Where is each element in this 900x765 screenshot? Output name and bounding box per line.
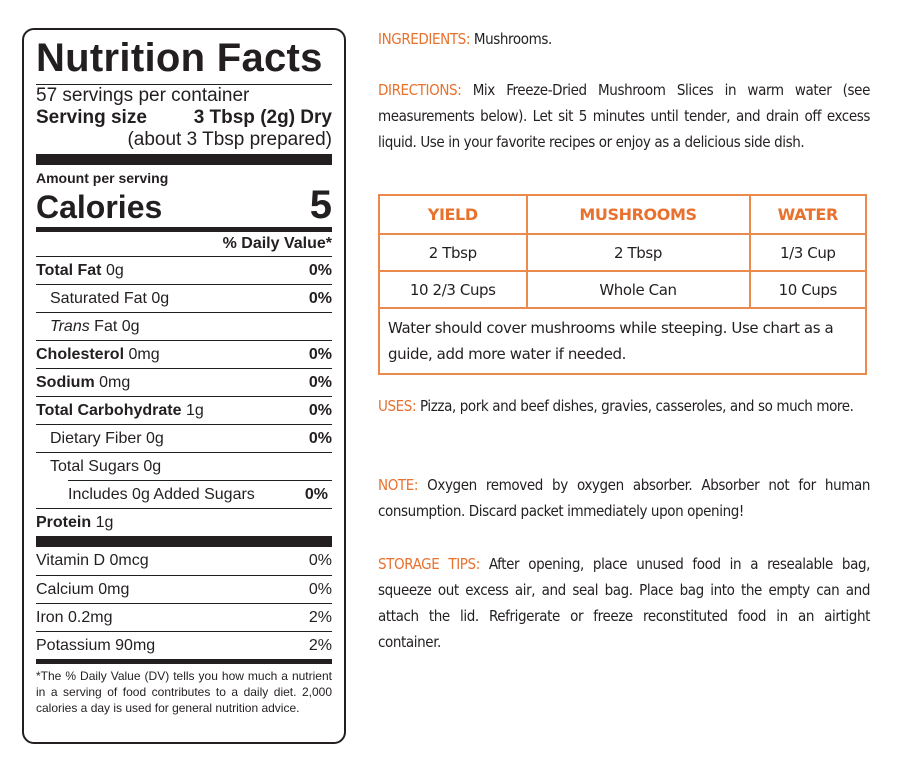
vitamin-label: Calcium 0mg (36, 581, 130, 598)
table-header-row: YIELD MUSHROOMS WATER (378, 194, 868, 235)
table-cell: 1/3 Cup (748, 233, 868, 272)
nutrient-dv: 0% (308, 402, 332, 419)
note-label: NOTE: (378, 476, 419, 494)
vitamin-row: Calcium 0mg 0% (36, 575, 332, 603)
nutrient-name: Total Fat (36, 262, 102, 279)
nutrient-name: Protein (36, 514, 92, 531)
ingredients-label: INGREDIENTS: (378, 30, 470, 48)
nutrient-amount: 0g (121, 318, 140, 335)
column-header-water: WATER (748, 194, 868, 235)
directions-section: DIRECTIONS: Mix Freeze-Dried Mushroom Sl… (378, 77, 870, 155)
nutrient-row-sodium: Sodium 0mg 0% (36, 368, 332, 396)
nutrient-dv: 0% (304, 486, 328, 503)
uses-text: Pizza, pork and beef dishes, gravies, ca… (416, 397, 854, 415)
daily-value-header: % Daily Value* (222, 235, 332, 252)
vitamin-dv: 2% (308, 609, 332, 626)
medium-divider (36, 227, 332, 232)
nutrient-row-saturated-fat: Saturated Fat 0g 0% (36, 284, 332, 312)
uses-section: USES: Pizza, pork and beef dishes, gravi… (378, 393, 870, 419)
nutrient-row-total-sugars: Total Sugars 0g (36, 452, 332, 480)
nutrient-row-dietary-fiber: Dietary Fiber 0g 0% (36, 424, 332, 452)
nutrition-facts-title: Nutrition Facts (36, 36, 323, 80)
storage-tips-text: After opening, place unused food in a re… (378, 555, 871, 651)
nutrient-name: Includes 0g Added Sugars (68, 486, 255, 503)
serving-size-label: Serving size (36, 107, 147, 128)
vitamin-row: Iron 0.2mg 2% (36, 603, 332, 631)
table-cell: 2 Tbsp (378, 233, 528, 272)
uses-label: USES: (378, 397, 417, 415)
storage-tips-label: STORAGE TIPS: (378, 555, 480, 573)
nutrient-name: Trans (50, 318, 90, 335)
note-text: Oxygen removed by oxygen absorber. Absor… (378, 476, 870, 520)
column-header-yield: YIELD (378, 194, 528, 235)
nutrient-dv: 0% (308, 262, 332, 279)
storage-tips-section: STORAGE TIPS: After opening, place unuse… (378, 551, 870, 655)
table-cell: 2 Tbsp (525, 233, 751, 272)
table-row: 10 2/3 Cups Whole Can 10 Cups (378, 270, 868, 309)
nutrient-row-total-fat: Total Fat 0g 0% (36, 256, 332, 284)
vitamin-label: Vitamin D 0mcg (36, 552, 149, 569)
vitamin-dv: 2% (308, 637, 332, 654)
vitamin-row: Potassium 90mg 2% (36, 631, 332, 659)
yield-table: YIELD MUSHROOMS WATER 2 Tbsp 2 Tbsp 1/3 … (378, 194, 868, 375)
nutrient-row-added-sugars: Includes 0g Added Sugars 0% (68, 480, 332, 508)
nutrient-name: Cholesterol (36, 346, 125, 363)
nutrient-row-protein: Protein 1g (36, 508, 332, 536)
serving-size: Serving size 3 Tbsp (2g) Dry (36, 107, 332, 129)
daily-value-footnote: *The % Daily Value (DV) tells you how mu… (36, 669, 332, 715)
table-cell: 10 Cups (748, 270, 868, 309)
table-row: 2 Tbsp 2 Tbsp 1/3 Cup (378, 233, 868, 272)
vitamins-list: Vitamin D 0mcg 0% Calcium 0mg 0% Iron 0.2m… (36, 547, 332, 659)
vitamin-label: Iron 0.2mg (36, 609, 113, 626)
nutrient-dv: 0% (308, 430, 332, 447)
nutrient-dv: 0% (308, 290, 332, 307)
nutrient-amount: 0mg (99, 374, 131, 391)
nutrient-row-cholesterol: Cholesterol 0mg 0% (36, 340, 332, 368)
nutrient-name: Total Carbohydrate (36, 402, 182, 419)
nutrient-dv: 0% (308, 374, 332, 391)
nutrient-amount: 0g (105, 262, 124, 279)
calories-value: 5 (309, 183, 332, 227)
nutrient-amount: 0g (146, 430, 164, 447)
vitamin-dv: 0% (308, 581, 332, 598)
nutrient-name: Sodium (36, 374, 95, 391)
medium-divider (36, 659, 332, 664)
serving-size-value: 3 Tbsp (2g) Dry (193, 107, 332, 128)
servings-per-container: 57 servings per container (36, 85, 250, 106)
nutrient-name: Dietary Fiber (50, 430, 142, 447)
amount-per-serving: Amount per serving (36, 170, 169, 186)
nutrient-amount: 1g (95, 514, 114, 531)
nutrient-amount: 1g (185, 402, 204, 419)
serving-prepared: (about 3 Tbsp prepared) (127, 129, 332, 150)
thick-divider (36, 154, 332, 165)
calories-row: Calories 5 (36, 183, 332, 227)
nutrient-amount: 0mg (128, 346, 160, 363)
nutrient-amount: 0g (143, 458, 162, 475)
vitamin-label: Potassium 90mg (36, 637, 156, 654)
vitamin-row: Vitamin D 0mcg 0% (36, 547, 332, 575)
ingredients-section: INGREDIENTS: Mushrooms. (378, 26, 870, 52)
thick-divider (36, 536, 332, 547)
nutrient-row-trans-fat: Trans Fat 0g (36, 312, 332, 340)
nutrition-facts-panel: Nutrition Facts 57 servings per containe… (22, 28, 346, 744)
nutrient-name: Total Sugars (50, 458, 139, 475)
table-note: Water should cover mushrooms while steep… (378, 307, 867, 375)
table-note-row: Water should cover mushrooms while steep… (378, 307, 867, 375)
ingredients-text: Mushrooms. (469, 30, 552, 48)
vitamin-dv: 0% (308, 552, 332, 569)
nutrient-dv: 0% (308, 346, 332, 363)
nutrient-row-total-carbohydrate: Total Carbohydrate 1g 0% (36, 396, 332, 424)
table-cell: Whole Can (525, 270, 751, 309)
calories-label: Calories (36, 189, 163, 225)
nutrient-name: Saturated Fat (50, 290, 147, 307)
table-cell: 10 2/3 Cups (378, 270, 528, 309)
note-section: NOTE: Oxygen removed by oxygen absorber.… (378, 472, 870, 524)
yield-table-section: YIELD MUSHROOMS WATER 2 Tbsp 2 Tbsp 1/3 … (378, 194, 870, 375)
nutrient-name-rest: Fat (94, 318, 118, 335)
column-header-mushrooms: MUSHROOMS (525, 194, 751, 235)
nutrient-amount: 0g (151, 290, 170, 307)
divider (36, 84, 332, 85)
directions-text: Mix Freeze-Dried Mushroom Slices in warm… (378, 81, 870, 151)
directions-label: DIRECTIONS: (378, 81, 462, 99)
